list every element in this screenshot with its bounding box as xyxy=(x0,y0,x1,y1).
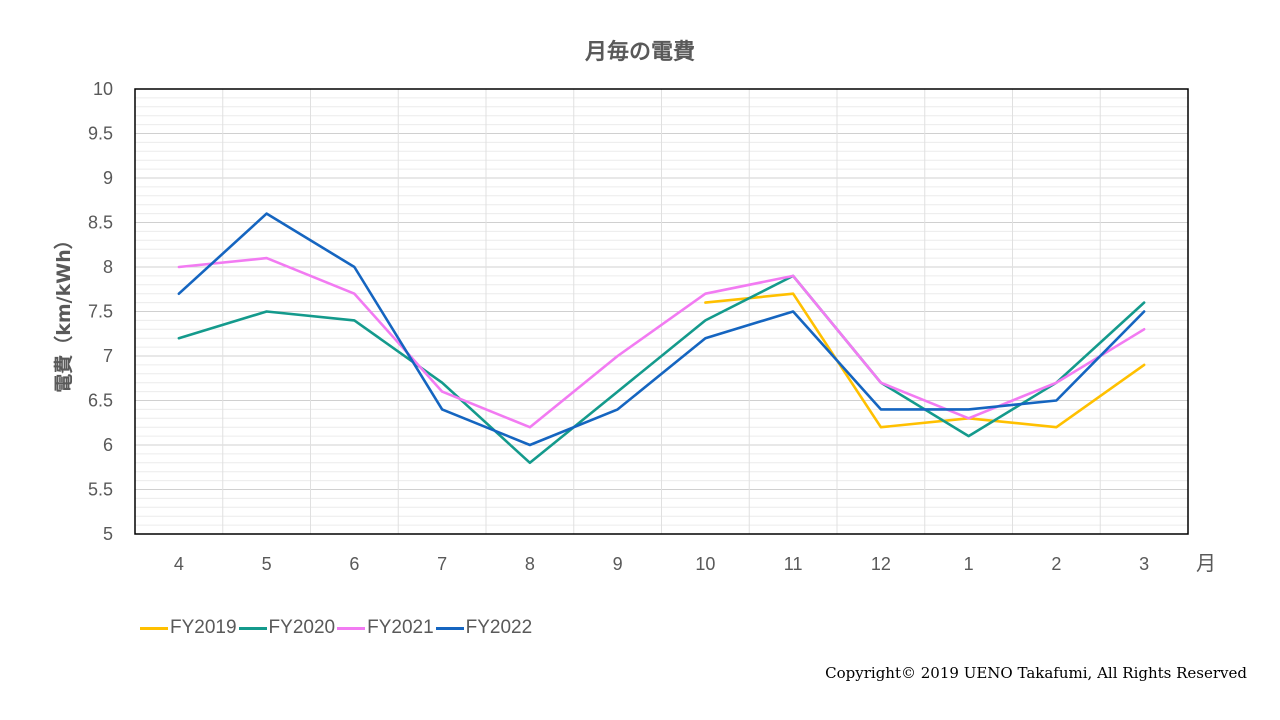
x-tick-label: 6 xyxy=(349,554,359,574)
legend-item-fy2019: FY2019 xyxy=(140,617,237,639)
y-axis-title: 電費（km/kWh） xyxy=(52,230,75,393)
legend-swatch xyxy=(238,626,267,630)
x-tick-label: 2 xyxy=(1051,554,1061,574)
legend-swatch xyxy=(435,626,464,630)
legend-item-fy2022: FY2022 xyxy=(435,617,533,639)
legend-item-fy2021: FY2021 xyxy=(337,617,434,639)
series-line-fy2020 xyxy=(177,274,1146,465)
y-tick-label: 9.5 xyxy=(88,124,113,144)
y-tick-label: 8.5 xyxy=(88,213,113,233)
legend-label: FY2021 xyxy=(367,617,434,638)
series-line-fy2022 xyxy=(177,212,1146,447)
x-tick-label: 10 xyxy=(695,554,715,574)
x-tick-label: 7 xyxy=(437,554,447,574)
x-tick-label: 11 xyxy=(784,554,803,574)
legend-item-fy2020: FY2020 xyxy=(238,617,336,639)
legend-swatch xyxy=(337,626,366,630)
legend-label: FY2020 xyxy=(268,617,336,638)
legend: FY2019 FY2020 FY2021 FY2022 xyxy=(140,617,534,639)
y-tick-label: 6.5 xyxy=(88,391,113,411)
x-tick-label: 3 xyxy=(1139,554,1149,574)
y-tick-label: 5.5 xyxy=(88,480,113,500)
y-tick-label: 8 xyxy=(103,257,113,277)
x-tick-label: 4 xyxy=(174,554,184,574)
y-tick-label: 5 xyxy=(103,524,113,544)
series-line-fy2021 xyxy=(177,256,1146,429)
x-tick-label: 8 xyxy=(525,554,535,574)
x-tick-label: 9 xyxy=(613,554,623,574)
y-axis-ticks: 5 5.5 6 6.5 7 7.5 8 8.5 9 9.5 10 xyxy=(88,79,113,544)
y-tick-label: 7.5 xyxy=(88,302,113,322)
legend-label: FY2022 xyxy=(465,617,533,638)
x-axis-unit: 月 xyxy=(1196,551,1216,575)
y-tick-label: 7 xyxy=(103,346,113,366)
plot-area-frame xyxy=(134,88,1189,535)
x-tick-label: 12 xyxy=(871,554,891,574)
legend-swatch xyxy=(140,626,168,630)
copyright-text: Copyright© 2019 UENO Takafumi, All Right… xyxy=(825,664,1247,682)
x-tick-label: 5 xyxy=(262,554,272,574)
x-tick-label: 1 xyxy=(964,554,974,574)
x-axis-ticks: 4 5 6 7 8 9 10 11 12 1 2 3 xyxy=(174,554,1149,574)
series-lines xyxy=(177,212,1146,465)
y-tick-label: 6 xyxy=(103,435,113,455)
grid-lines xyxy=(135,88,1188,535)
chart-title: 月毎の電費 xyxy=(584,40,695,65)
legend-label: FY2019 xyxy=(170,617,237,638)
series-line-fy2019 xyxy=(704,292,1146,429)
y-tick-label: 9 xyxy=(103,168,113,188)
y-tick-label: 10 xyxy=(93,79,113,99)
